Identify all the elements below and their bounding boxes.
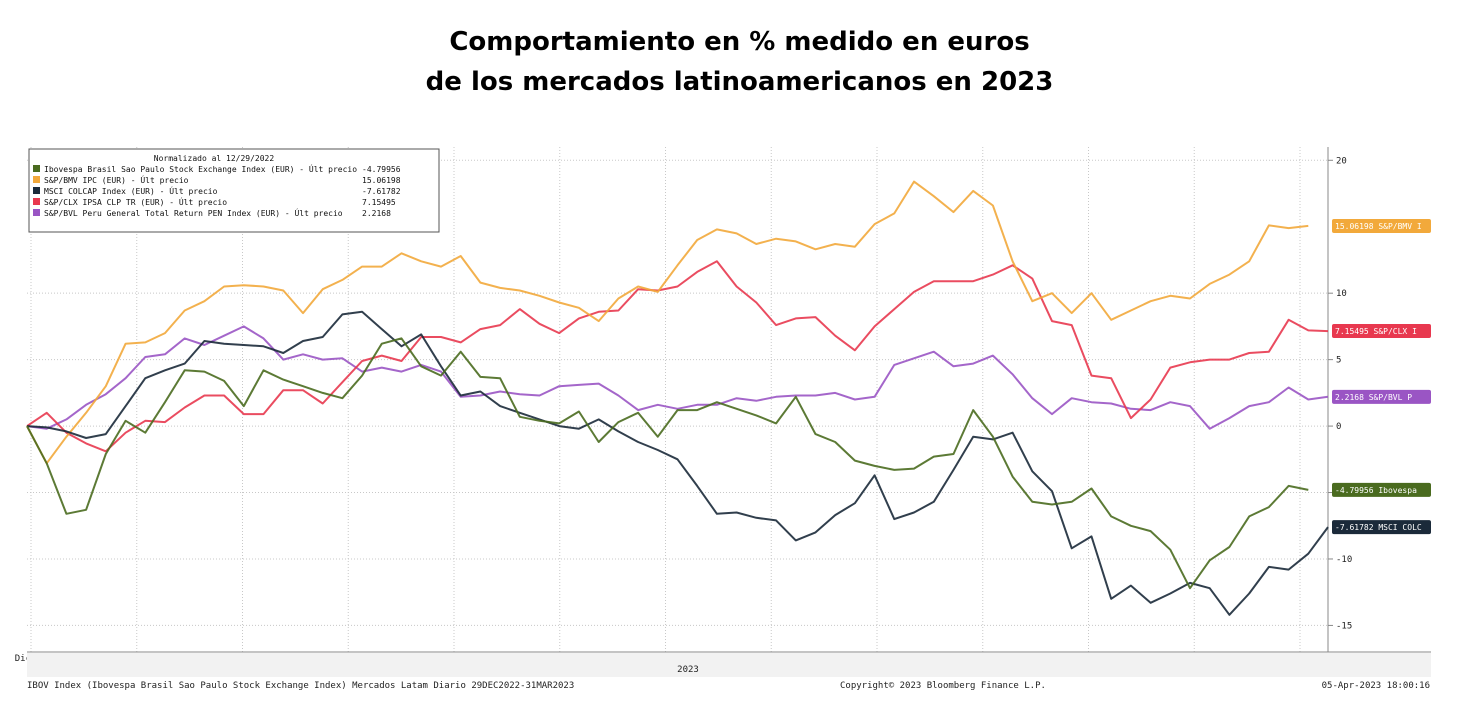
legend-value: 2.2168 bbox=[362, 209, 391, 218]
footer-source: IBOV Index (Ibovespa Brasil Sao Paulo St… bbox=[27, 681, 574, 691]
end-label-box bbox=[1332, 520, 1431, 535]
series-line bbox=[26, 310, 1329, 616]
series-line bbox=[26, 180, 1309, 465]
end-label-box bbox=[1332, 218, 1431, 233]
chart-title-line-2: de los mercados latinoamericanos en 2023 bbox=[425, 67, 1054, 97]
legend-swatch bbox=[33, 209, 40, 216]
end-label-text: 2.2168 S&P/BVL P bbox=[1335, 393, 1412, 402]
legend-swatch bbox=[33, 165, 40, 172]
axis-layer: Dic 30Ene 9Ene 16Ene 23Ene 31Feb 7Feb 14… bbox=[15, 147, 1431, 677]
series-line bbox=[26, 337, 1309, 590]
y-tick-label: 5 bbox=[1336, 356, 1341, 366]
footer: IBOV Index (Ibovespa Brasil Sao Paulo St… bbox=[27, 681, 1430, 691]
legend-label: S&P/BVL Peru General Total Return PEN In… bbox=[44, 207, 343, 218]
legend-label: MSCI COLCAP Index (EUR) - Últ precio bbox=[44, 185, 218, 196]
y-tick-label: 0 bbox=[1336, 422, 1341, 432]
series-layer bbox=[26, 180, 1329, 616]
chart-title: Comportamiento en % medido en euros de l… bbox=[0, 22, 1479, 102]
legend-value: -4.79956 bbox=[362, 165, 401, 174]
footer-timestamp: 05-Apr-2023 18:00:16 bbox=[1322, 681, 1430, 691]
legend-label: Ibovespa Brasil Sao Paulo Stock Exchange… bbox=[44, 163, 357, 174]
end-label-text: 15.06198 S&P/BMV I bbox=[1335, 222, 1422, 231]
legend-value: 15.06198 bbox=[362, 176, 401, 185]
legend-header: Normalizado al 12/29/2022 bbox=[154, 154, 275, 163]
end-label-text: -4.79956 Ibovespa bbox=[1335, 486, 1417, 495]
end-label-box bbox=[1332, 324, 1431, 339]
series-line bbox=[26, 260, 1329, 453]
legend-value: -7.61782 bbox=[362, 187, 401, 196]
y-tick-label: -15 bbox=[1336, 621, 1352, 631]
legend-swatch bbox=[33, 176, 40, 183]
legend-swatch bbox=[33, 198, 40, 205]
end-label-text: 7.15495 S&P/CLX I bbox=[1335, 327, 1417, 336]
y-tick-label: 20 bbox=[1336, 156, 1347, 166]
legend-label: S&P/CLX IPSA CLP TR (EUR) - Últ precio bbox=[44, 196, 227, 207]
x-axis-band bbox=[27, 653, 1431, 677]
x-axis-year-label: 2023 bbox=[677, 665, 699, 675]
end-label-box bbox=[1332, 389, 1431, 404]
legend-box bbox=[28, 148, 440, 233]
end-labels: -4.79956 Ibovespa 15.06198 S&P/BMV I -7.61… bbox=[1332, 218, 1431, 535]
y-tick-label: 10 bbox=[1336, 289, 1347, 299]
legend-label: S&P/BMV IPC (EUR) - Últ precio bbox=[44, 174, 189, 185]
chart-title-line-1: Comportamiento en % medido en euros bbox=[449, 27, 1030, 57]
end-label-text: -7.61782 MSCI COLC bbox=[1335, 523, 1422, 532]
legend-value: 7.15495 bbox=[362, 198, 396, 207]
end-label-box bbox=[1332, 482, 1431, 497]
y-tick-label: -10 bbox=[1336, 555, 1352, 565]
series-line bbox=[26, 325, 1329, 430]
legend-swatch bbox=[33, 187, 40, 194]
footer-copyright: Copyright© 2023 Bloomberg Finance L.P. bbox=[840, 681, 1046, 691]
